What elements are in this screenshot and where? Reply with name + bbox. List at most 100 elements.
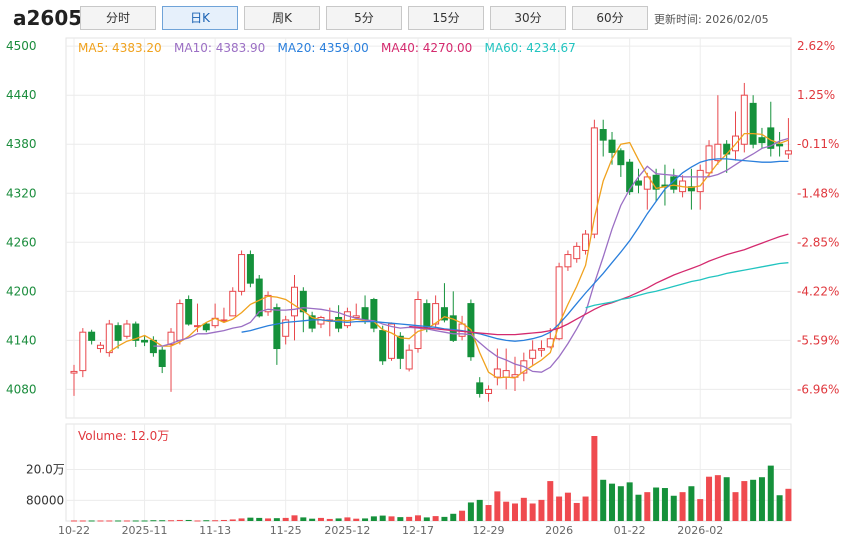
candle-down[interactable] [361, 307, 369, 321]
candle-up[interactable] [485, 388, 493, 394]
price-tick-label: 4380 [6, 137, 37, 151]
period-button-5min[interactable]: 5分 [326, 6, 402, 30]
candle-up[interactable] [405, 349, 413, 370]
candle-down[interactable] [599, 129, 607, 141]
candle-down[interactable] [299, 290, 307, 313]
volume-bar [220, 519, 227, 521]
candle-down[interactable] [255, 278, 263, 317]
volume-bar [317, 517, 324, 521]
ma60-line [585, 262, 789, 309]
volume-bar [459, 510, 466, 521]
ma-legend-entry: MA10: 4383.90 [174, 41, 265, 55]
candle-down[interactable] [88, 331, 96, 341]
volume-bar [741, 481, 748, 521]
percent-tick-label: -2.85% [797, 235, 839, 249]
period-button-timeshare[interactable]: 分时 [80, 6, 156, 30]
candle-down[interactable] [617, 150, 625, 166]
candle-up[interactable] [96, 344, 104, 350]
candle-down[interactable] [476, 382, 484, 394]
period-button-30min[interactable]: 30分 [490, 6, 566, 30]
date-tick-label: 11-13 [199, 524, 231, 537]
candle-up[interactable] [493, 368, 501, 378]
candle-up[interactable] [590, 127, 598, 235]
candle-up[interactable] [105, 323, 113, 354]
candle-up[interactable] [643, 176, 651, 190]
period-button-60min[interactable]: 60分 [572, 6, 648, 30]
period-button-weekly[interactable]: 周K [244, 6, 320, 30]
candle-down[interactable] [776, 143, 784, 147]
candle-down[interactable] [246, 254, 254, 284]
date-tick-label: 10-22 [58, 524, 90, 537]
candle-up[interactable] [537, 348, 545, 351]
candle-down[interactable] [158, 349, 166, 368]
period-button-15min[interactable]: 15分 [408, 6, 484, 30]
candle-down[interactable] [396, 335, 404, 359]
candle-down[interactable] [114, 325, 122, 341]
candle-down[interactable] [308, 315, 316, 329]
candle-up[interactable] [714, 143, 722, 162]
candle-up[interactable] [352, 315, 360, 318]
volume-bar [512, 503, 518, 521]
candle-up[interactable] [696, 169, 704, 193]
period-button-daily[interactable]: 日K [162, 6, 238, 30]
candle-down[interactable] [449, 315, 457, 341]
toolbar: a2605 分时 日K 周K 5分 15分 30分 60分 更新时间: 2026… [0, 0, 859, 38]
candle-up[interactable] [573, 245, 581, 260]
price-tick-label: 4500 [6, 39, 37, 53]
candle-down[interactable] [370, 299, 378, 329]
candle-down[interactable] [379, 330, 387, 362]
candle-up[interactable] [79, 331, 87, 372]
volume-bar [635, 494, 642, 521]
volume-bar [494, 491, 501, 521]
candle-up[interactable] [555, 266, 563, 340]
candle-up[interactable] [123, 323, 131, 337]
candle-down[interactable] [758, 137, 766, 144]
candle-up[interactable] [564, 254, 572, 268]
volume-bar [653, 487, 660, 521]
volume-bar [326, 518, 333, 521]
candle-up[interactable] [388, 323, 396, 359]
candle-down[interactable] [202, 323, 210, 331]
candle-up[interactable] [282, 319, 290, 337]
candle-up[interactable] [740, 94, 748, 145]
candle-down[interactable] [634, 180, 642, 186]
candle-up[interactable] [167, 331, 175, 345]
candle-up[interactable] [70, 370, 78, 374]
volume-bar [670, 495, 677, 521]
date-tick-label: 2025-11 [122, 524, 168, 537]
candle-up[interactable] [582, 233, 590, 251]
volume-bar [688, 486, 695, 521]
candle-up[interactable] [238, 254, 246, 292]
candle-down[interactable] [626, 161, 634, 193]
volume-bar [388, 516, 395, 521]
candle-up[interactable] [502, 370, 510, 378]
candle-down[interactable] [141, 339, 149, 343]
candle-down[interactable] [749, 102, 757, 145]
candle-down[interactable] [335, 316, 343, 329]
candle-up[interactable] [291, 286, 298, 317]
volume-bar [556, 496, 563, 521]
candle-down[interactable] [608, 139, 616, 153]
candle-up[interactable] [784, 150, 792, 155]
candle-down[interactable] [423, 303, 431, 329]
candle-up[interactable] [229, 290, 237, 317]
candle-up[interactable] [432, 303, 440, 325]
candle-up[interactable] [176, 303, 184, 341]
candle-up[interactable] [414, 299, 422, 350]
price-tick-label: 4440 [6, 88, 37, 102]
candle-up[interactable] [343, 311, 351, 327]
volume-bar [591, 436, 598, 521]
candle-up[interactable] [264, 294, 272, 313]
candle-down[interactable] [652, 174, 660, 190]
candle-down[interactable] [132, 323, 140, 341]
candle-down[interactable] [273, 307, 281, 350]
volume-bar [229, 519, 236, 521]
candle-down[interactable] [687, 186, 695, 192]
volume-tick-label: 20.0万 [26, 462, 65, 476]
candle-down[interactable] [185, 299, 193, 325]
candle-up[interactable] [529, 349, 537, 359]
candle-down[interactable] [440, 307, 448, 321]
volume-bar [168, 520, 175, 522]
volume-bar [485, 505, 492, 521]
